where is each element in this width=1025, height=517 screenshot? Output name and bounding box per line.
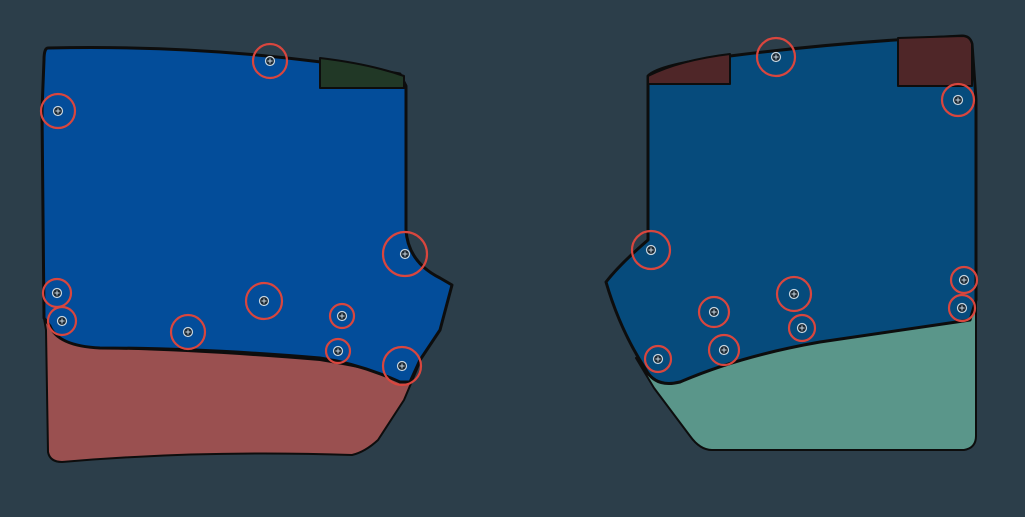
- screw-hole-marker-icon: [947, 293, 977, 323]
- screw-hole-marker-icon: [630, 229, 672, 271]
- left-corner-tab: [319, 57, 405, 89]
- marker-ring: [775, 275, 813, 313]
- screw-cross-icon: [402, 251, 408, 257]
- marker-ring: [755, 36, 797, 78]
- marker-ring: [949, 265, 979, 295]
- right-plate: [604, 34, 978, 385]
- screw-cross-icon: [655, 356, 661, 362]
- screw-cross-icon: [959, 305, 965, 311]
- screw-cross-icon: [961, 277, 967, 283]
- screw-hole-marker-icon: [244, 281, 284, 321]
- right-corner-tab-right: [897, 35, 973, 87]
- screw-hole-marker-icon: [46, 305, 78, 337]
- marker-ring: [328, 302, 356, 330]
- marker-ring: [244, 281, 284, 321]
- screw-cross-icon: [648, 247, 654, 253]
- marker-ring: [169, 313, 207, 351]
- screw-cross-icon: [185, 329, 191, 335]
- marker-ring: [947, 293, 977, 323]
- left-plate: [40, 46, 454, 384]
- screw-hole-marker-icon: [940, 82, 976, 118]
- screw-cross-icon: [955, 97, 961, 103]
- screw-hole-marker-icon: [169, 313, 207, 351]
- screw-cross-icon: [55, 108, 61, 114]
- screw-hole-marker-icon: [328, 302, 356, 330]
- screw-cross-icon: [267, 58, 273, 64]
- right-screw-markers: [630, 36, 979, 374]
- right-corner-tab-left: [647, 53, 731, 85]
- screw-cross-icon: [339, 313, 345, 319]
- screw-hole-marker-icon: [41, 277, 73, 309]
- left-screw-markers: [39, 42, 429, 387]
- marker-ring: [324, 337, 352, 365]
- screw-cross-icon: [721, 347, 727, 353]
- screw-hole-marker-icon: [707, 333, 741, 367]
- screw-cross-icon: [335, 348, 341, 354]
- marker-ring: [643, 344, 673, 374]
- screw-hole-marker-icon: [949, 265, 979, 295]
- screw-cross-icon: [799, 325, 805, 331]
- left-half: [39, 42, 454, 463]
- screw-cross-icon: [773, 54, 779, 60]
- screw-cross-icon: [54, 290, 60, 296]
- screw-hole-marker-icon: [643, 344, 673, 374]
- marker-ring: [381, 230, 429, 278]
- marker-ring: [251, 42, 289, 80]
- screw-hole-marker-icon: [39, 92, 77, 130]
- marker-ring: [787, 313, 817, 343]
- marker-ring: [46, 305, 78, 337]
- screw-cross-icon: [399, 363, 405, 369]
- screw-hole-marker-icon: [324, 337, 352, 365]
- screw-cross-icon: [261, 298, 267, 304]
- screw-hole-marker-icon: [251, 42, 289, 80]
- screw-hole-marker-icon: [775, 275, 813, 313]
- screw-hole-marker-icon: [755, 36, 797, 78]
- marker-ring: [940, 82, 976, 118]
- screw-cross-icon: [791, 291, 797, 297]
- right-half: [604, 34, 979, 451]
- marker-ring: [39, 92, 77, 130]
- screw-hole-marker-icon: [697, 295, 731, 329]
- screw-hole-marker-icon: [787, 313, 817, 343]
- screw-cross-icon: [59, 318, 65, 324]
- marker-ring: [707, 333, 741, 367]
- screw-hole-marker-icon: [381, 230, 429, 278]
- marker-ring: [697, 295, 731, 329]
- marker-ring: [630, 229, 672, 271]
- marker-ring: [381, 345, 423, 387]
- screw-hole-marker-icon: [381, 345, 423, 387]
- screw-cross-icon: [711, 309, 717, 315]
